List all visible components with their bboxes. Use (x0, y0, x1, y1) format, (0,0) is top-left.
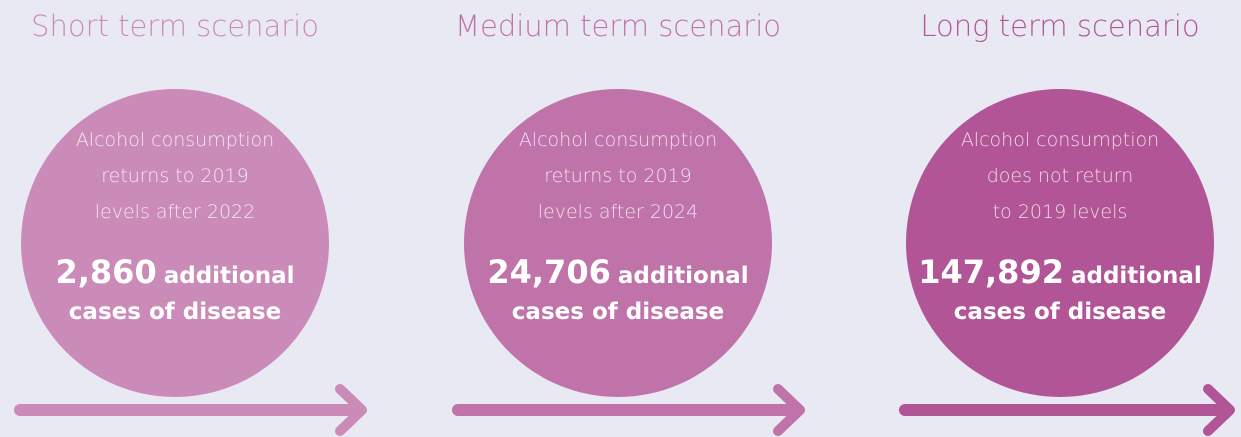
count-suffix: additional (164, 263, 295, 289)
count-line-2: cases of disease (69, 299, 281, 325)
description-line: to 2019 levels (993, 201, 1128, 223)
description-line: returns to 2019 (101, 165, 249, 187)
scenario: Medium term scenario Alcohol consumption r… (452, 9, 805, 436)
count-line: 147,892 additional (918, 253, 1202, 291)
description-line: returns to 2019 (544, 165, 692, 187)
scenario: Long term scenario Alcohol consumption doe… (899, 9, 1235, 436)
description-line: levels after 2022 (95, 201, 255, 223)
scenario-title: Long term scenario (920, 9, 1199, 43)
scenario-title: Medium term scenario (455, 9, 781, 43)
description-line: does not return (987, 165, 1134, 187)
scenario-circle (906, 89, 1214, 397)
count-number: 147,892 (918, 253, 1064, 291)
count-number: 24,706 (487, 253, 610, 291)
scenario-title: Short term scenario (31, 9, 319, 43)
description-line: Alcohol consumption (76, 129, 274, 151)
count-suffix: additional (618, 263, 749, 289)
scenario-circle (464, 89, 772, 397)
count-line-2: cases of disease (512, 299, 724, 325)
arrow-head (1203, 384, 1235, 436)
description-line: Alcohol consumption (961, 129, 1159, 151)
scenario-circle (21, 89, 329, 397)
count-line: 2,860 additional (55, 253, 294, 291)
count-line-2: cases of disease (954, 299, 1166, 325)
count-suffix: additional (1071, 263, 1202, 289)
description-line: levels after 2024 (538, 201, 698, 223)
count-line: 24,706 additional (487, 253, 748, 291)
arrow-head (773, 384, 805, 436)
count-number: 2,860 (55, 253, 156, 291)
description-line: Alcohol consumption (519, 129, 717, 151)
scenario: Short term scenario Alcohol consumption re… (14, 9, 367, 436)
arrow-head (335, 384, 367, 436)
